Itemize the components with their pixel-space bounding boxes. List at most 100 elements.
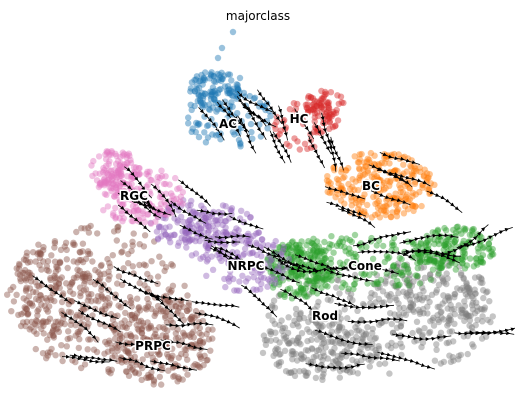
point-bc [393, 213, 401, 220]
point-rgc [123, 159, 131, 167]
point-prpc [51, 244, 58, 251]
point-rod [447, 316, 455, 324]
point-bc [356, 166, 363, 173]
point-hc [271, 122, 278, 129]
point-cone [437, 260, 445, 268]
point-rod [440, 316, 447, 323]
point-bc [403, 191, 411, 198]
point-bc [409, 193, 416, 200]
streamline [117, 192, 157, 211]
point-prpc [40, 322, 47, 329]
point-prpc [35, 241, 42, 248]
point-bc [409, 202, 417, 209]
point-prpc [81, 277, 89, 284]
point-rod [469, 299, 476, 307]
point-prpc [132, 334, 139, 341]
point-rod [304, 337, 311, 345]
point-rgc [102, 178, 109, 185]
point-prpc [106, 337, 113, 344]
point-prpc [106, 339, 113, 347]
point-prpc [25, 269, 32, 276]
point-rod [426, 328, 434, 336]
streamline [119, 278, 163, 302]
point-rod [419, 297, 426, 304]
point-rod [267, 330, 274, 338]
point-rod [463, 279, 470, 286]
point-cone [333, 242, 341, 249]
point-nrpc [205, 218, 212, 226]
point-rgc [112, 150, 119, 157]
point-rgc [111, 166, 118, 173]
point-rod [463, 281, 470, 288]
point-ac [206, 75, 213, 82]
point-bc [373, 180, 380, 187]
point-rod [292, 350, 299, 358]
point-rgc [114, 189, 121, 196]
label-nrpc: NRPC [228, 259, 265, 273]
point-rgc [118, 210, 126, 217]
point-cone [313, 238, 321, 245]
point-prpc [130, 230, 137, 237]
point-cone [443, 227, 450, 234]
point-rod [407, 288, 414, 295]
point-ac [210, 73, 217, 80]
point-prpc [156, 373, 163, 381]
point-rgc [152, 218, 159, 225]
point-rod [484, 288, 491, 295]
point-rod [279, 325, 287, 332]
point-prpc [136, 307, 144, 314]
point-nrpc [203, 272, 210, 279]
point-bc [358, 150, 365, 158]
point-rod [463, 283, 470, 290]
point-rod [326, 313, 333, 321]
point-cone [418, 256, 425, 263]
point-prpc [8, 308, 15, 315]
point-bc [387, 213, 395, 221]
point-rod [303, 372, 310, 379]
point-cone [380, 242, 387, 250]
point-cone [342, 248, 349, 255]
point-rod [289, 356, 296, 363]
point-bc [401, 182, 409, 190]
point-rod [462, 291, 470, 298]
point-bc [382, 185, 389, 192]
point-prpc [104, 294, 112, 302]
point-rod [347, 342, 355, 349]
streamline [119, 356, 166, 372]
point-rod [463, 313, 470, 321]
point-ac [210, 72, 217, 80]
point-nrpc [206, 224, 213, 231]
point-rod [487, 318, 494, 326]
point-rod [401, 275, 408, 282]
point-rod [335, 319, 343, 326]
point-ac [199, 104, 206, 111]
point-rod [424, 310, 431, 317]
point-prpc [150, 381, 157, 388]
point-cone [347, 249, 355, 256]
point-prpc [35, 306, 42, 313]
point-prpc [42, 318, 50, 326]
point-rod [420, 305, 427, 313]
point-prpc [20, 256, 28, 263]
point-rod [474, 307, 481, 315]
point-hc [320, 94, 327, 101]
point-rod [440, 358, 448, 366]
point-prpc [126, 312, 134, 319]
point-hc [294, 100, 301, 108]
point-rgc [110, 210, 117, 217]
point-prpc [129, 242, 136, 249]
point-cone [293, 241, 300, 248]
point-ac [219, 75, 226, 83]
point-bc [401, 203, 409, 210]
point-rod [306, 328, 313, 336]
point-prpc [74, 259, 81, 266]
point-prpc [162, 332, 170, 340]
point-rod [276, 339, 283, 346]
point-rod [407, 303, 414, 310]
point-cone [314, 274, 321, 282]
point-rod [276, 321, 283, 329]
point-rod [462, 309, 469, 316]
point-prpc [54, 318, 62, 325]
point-rod [309, 345, 316, 353]
point-cone [389, 242, 396, 249]
